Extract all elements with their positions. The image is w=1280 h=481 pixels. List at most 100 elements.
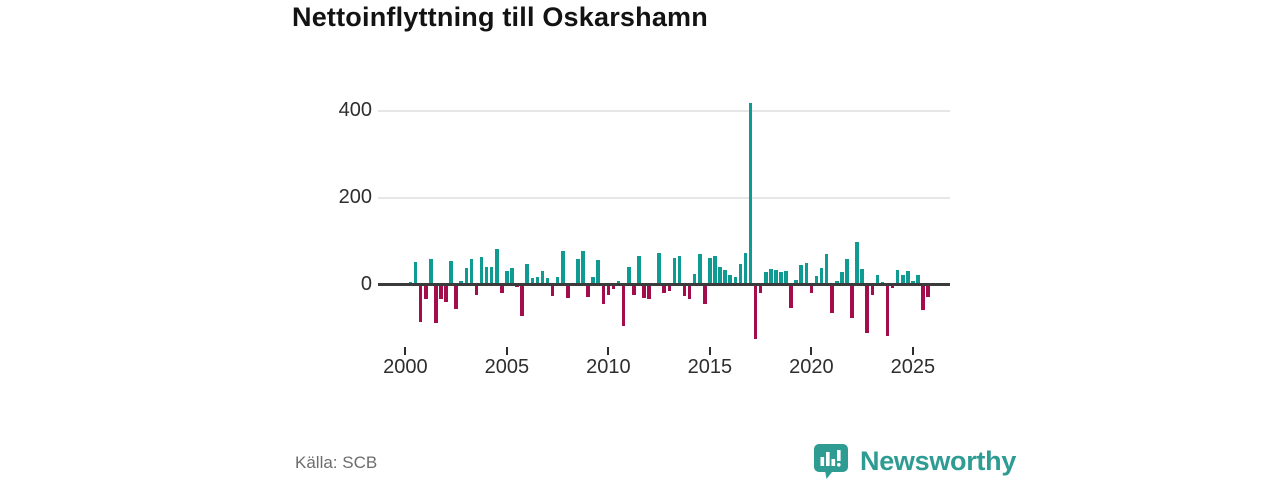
bar	[860, 268, 864, 285]
x-tick-2000	[404, 347, 407, 355]
bar	[530, 277, 535, 285]
bar	[647, 286, 651, 299]
bar	[870, 286, 875, 295]
x-tick-2020	[810, 347, 813, 355]
bar	[895, 270, 900, 285]
bar	[494, 248, 499, 285]
bar	[626, 266, 631, 285]
bar	[906, 271, 910, 285]
newsworthy-logo-icon	[811, 441, 851, 481]
bar	[708, 258, 712, 285]
newsworthy-branding: Newsworthy	[811, 441, 1016, 481]
bar	[464, 268, 469, 285]
bar	[875, 275, 880, 285]
bar	[423, 286, 428, 300]
bar	[611, 286, 616, 290]
bar	[479, 257, 484, 285]
bar	[550, 286, 555, 296]
bar	[855, 242, 859, 285]
newsworthy-wordmark: Newsworthy	[860, 445, 1017, 476]
bar	[748, 103, 753, 285]
bar	[819, 267, 824, 285]
bar	[753, 286, 758, 339]
bar	[418, 286, 423, 322]
bar	[809, 286, 814, 293]
bar	[835, 281, 839, 285]
bar	[616, 281, 621, 285]
bar	[840, 272, 844, 285]
bar	[799, 264, 804, 285]
bar	[667, 286, 672, 291]
bar	[657, 252, 661, 285]
bar	[733, 276, 738, 285]
y-axis-label-0: 0	[360, 272, 372, 295]
bar	[434, 286, 438, 323]
x-tick-2005	[505, 347, 508, 355]
x-axis-label-2015: 2015	[687, 356, 733, 378]
bar	[439, 286, 443, 300]
bar	[586, 286, 590, 297]
bar	[459, 281, 464, 285]
bar	[692, 274, 697, 285]
x-axis-label-2025: 2025	[890, 356, 936, 378]
bar	[606, 286, 611, 296]
bar	[637, 256, 641, 285]
bar	[601, 286, 606, 304]
x-axis-label-2010: 2010	[586, 356, 631, 378]
bar	[621, 286, 626, 327]
bar	[510, 267, 514, 285]
bar	[829, 286, 834, 313]
bar	[774, 270, 778, 285]
bar	[500, 286, 504, 294]
x-axis-label-2020: 2020	[789, 356, 834, 378]
bar	[642, 286, 646, 298]
bar	[449, 261, 453, 285]
gridline-y-400	[378, 109, 950, 112]
bar	[555, 277, 560, 285]
bar	[763, 272, 768, 285]
x-axis-label-2000: 2000	[383, 356, 428, 378]
bar	[804, 262, 809, 285]
x-tick-2010	[607, 347, 610, 355]
bar	[713, 256, 717, 285]
bar	[535, 277, 540, 285]
bar	[900, 274, 905, 285]
bar	[738, 264, 743, 285]
bar	[469, 259, 474, 285]
bar	[672, 257, 677, 285]
bar	[429, 259, 433, 285]
bar	[885, 286, 890, 337]
bar	[845, 258, 849, 285]
bar	[576, 258, 580, 285]
source-credit: Källa: SCB	[295, 453, 378, 472]
bar	[505, 271, 509, 285]
chart-title: Nettoinflyttning till Oskarshamn	[292, 2, 708, 32]
bar	[677, 256, 682, 285]
bar	[911, 281, 915, 285]
bar	[779, 272, 783, 285]
bar	[865, 286, 870, 333]
bar	[824, 254, 829, 285]
bar	[632, 286, 636, 296]
bar	[794, 279, 798, 285]
x-tick-2015	[708, 347, 711, 355]
bar	[728, 274, 733, 285]
bar	[413, 261, 418, 285]
bar	[789, 286, 793, 308]
bar	[662, 286, 667, 293]
bar	[484, 267, 489, 285]
bar	[814, 276, 819, 285]
bar	[596, 260, 601, 285]
bar	[723, 270, 727, 285]
y-axis-label-400: 400	[338, 98, 372, 121]
bar	[545, 278, 550, 285]
bar	[687, 286, 692, 299]
bar	[489, 266, 494, 285]
bar	[525, 264, 530, 285]
bar	[566, 286, 570, 299]
bar	[444, 286, 448, 303]
bar	[474, 286, 479, 295]
bar	[784, 271, 788, 285]
bar	[758, 286, 763, 293]
bar	[560, 251, 565, 285]
